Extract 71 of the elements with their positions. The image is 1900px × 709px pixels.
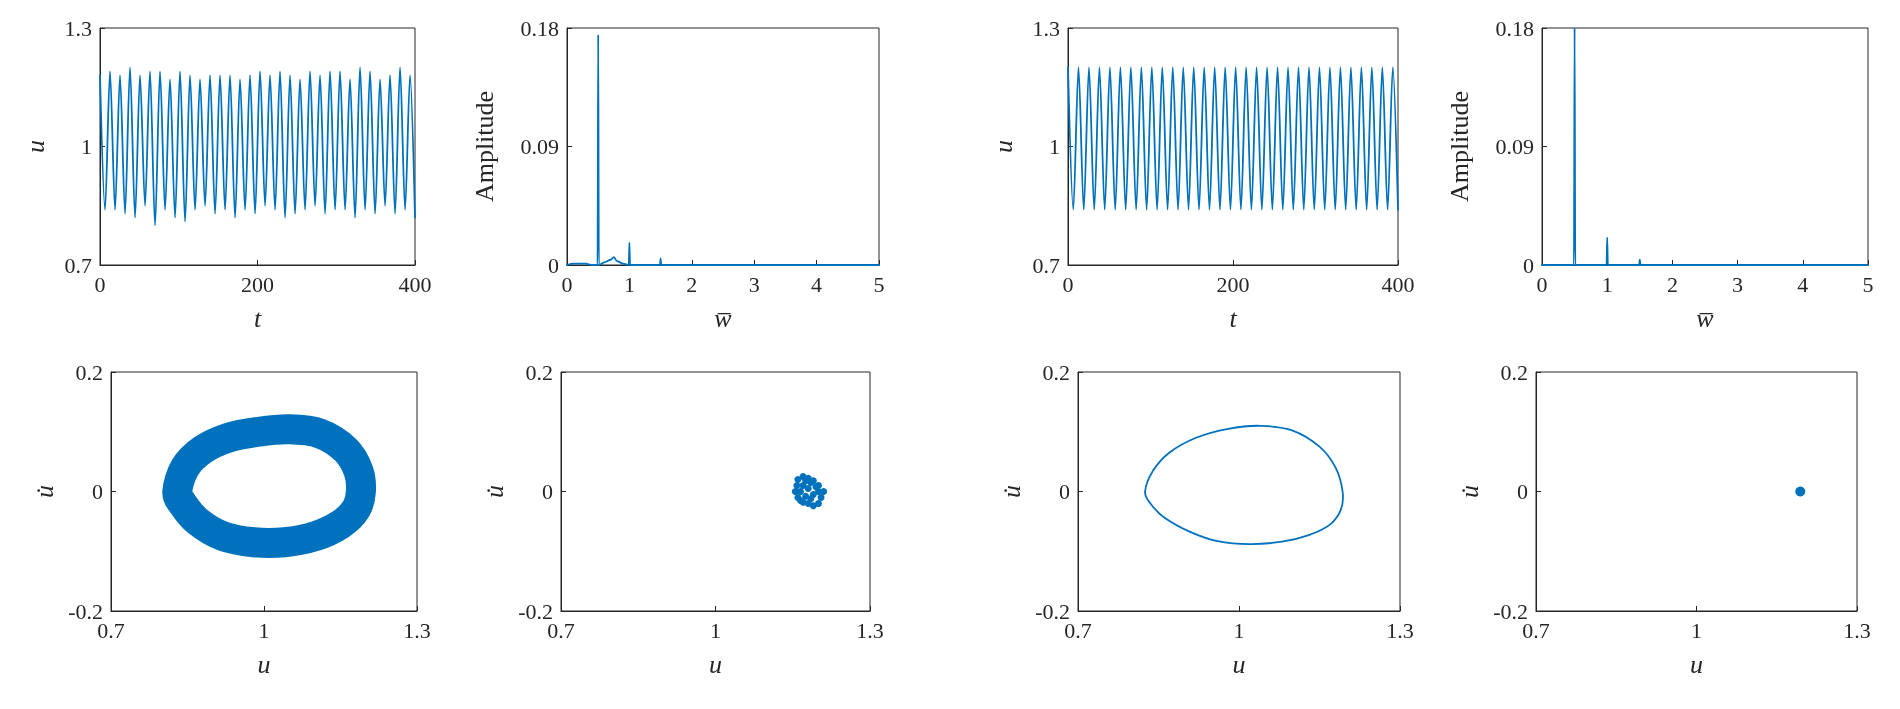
y-tick-label: 0	[548, 252, 559, 278]
x-tick-label: 1.3	[1843, 617, 1871, 643]
y-tick-label: 0.7	[64, 252, 92, 278]
x-axis-title: w̅	[1696, 303, 1715, 333]
y-axis-title: u	[988, 140, 1018, 153]
x-tick-label: 400	[1381, 271, 1415, 297]
y-tick-label: 0.2	[1500, 359, 1528, 385]
x-tick-label: 200	[241, 271, 274, 297]
y-tick-label: -0.2	[1035, 598, 1070, 624]
x-tick-label: 400	[398, 271, 432, 297]
y-tick-label: -0.2	[68, 598, 103, 624]
x-axis-title: u	[709, 649, 722, 679]
y-tick-label: 0.2	[1042, 359, 1070, 385]
point	[817, 493, 825, 501]
line-series	[1541, 27, 1869, 266]
y-tick-label: 1	[81, 134, 92, 159]
y-tick-label: 0	[92, 479, 103, 504]
x-axis-title: u	[1232, 649, 1246, 679]
y-tick-label: -0.2	[518, 598, 553, 624]
y-tick-label: 0	[1523, 252, 1534, 278]
x-tick-label: 1.3	[1386, 617, 1414, 643]
x-tick-label: 1	[1233, 617, 1245, 643]
line-series	[99, 66, 416, 227]
y-tick-label: 0.18	[520, 15, 559, 41]
point	[815, 488, 822, 495]
point	[804, 485, 812, 493]
x-axis-title: w̅	[714, 303, 733, 333]
x-tick-label: 1	[710, 617, 721, 643]
point	[793, 482, 801, 490]
y-axis-title: Amplitude	[469, 90, 499, 203]
y-tick-label: 0	[1059, 479, 1070, 504]
point	[807, 495, 815, 503]
x-tick-label: 1	[1691, 617, 1702, 643]
x-tick-label: 3	[1732, 271, 1744, 297]
point	[802, 492, 810, 500]
x-tick-label: 1	[623, 271, 635, 297]
x-axis-title: t	[1229, 303, 1238, 333]
x-tick-label: 4	[811, 271, 823, 297]
y-axis-title: u̇	[479, 485, 509, 498]
x-axis-title: u	[1690, 649, 1703, 679]
y-tick-label: 0	[542, 479, 553, 504]
x-axis-title: t	[253, 303, 262, 333]
y-tick-label: 1.3	[1032, 15, 1060, 41]
x-tick-label: 5	[873, 271, 885, 297]
x-tick-label: 2	[1666, 271, 1678, 297]
y-axis-title: u	[20, 140, 50, 153]
x-tick-label: 4	[1797, 271, 1809, 297]
point	[809, 502, 817, 510]
x-tick-label: 5	[1862, 271, 1874, 297]
y-tick-label: 0.09	[1495, 134, 1534, 159]
y-tick-label: 0.2	[525, 359, 553, 385]
x-tick-label: 3	[748, 271, 760, 297]
y-axis-title: u̇	[1454, 485, 1484, 498]
y-tick-label: -0.2	[1493, 598, 1528, 624]
y-tick-label: 0.7	[1032, 252, 1060, 278]
y-axis-title: u̇	[29, 485, 59, 498]
y-axis-title: Amplitude	[1444, 90, 1474, 203]
y-tick-label: 0.09	[520, 134, 559, 159]
y-axis-title: u̇	[996, 485, 1026, 498]
y-tick-label: 1	[1049, 134, 1060, 159]
x-tick-label: 200	[1216, 271, 1250, 297]
x-axis-title: u	[257, 649, 271, 679]
y-tick-label: 0	[1517, 479, 1528, 504]
x-tick-label: 1	[1601, 271, 1613, 297]
x-tick-label: 1	[258, 617, 270, 643]
x-tick-label: 1.3	[856, 617, 884, 643]
x-tick-label: 2	[686, 271, 698, 297]
y-tick-label: 0.2	[75, 359, 103, 385]
y-tick-label: 0.18	[1495, 15, 1534, 41]
x-tick-label: 1.3	[403, 617, 431, 643]
y-tick-label: 1.3	[64, 15, 92, 41]
